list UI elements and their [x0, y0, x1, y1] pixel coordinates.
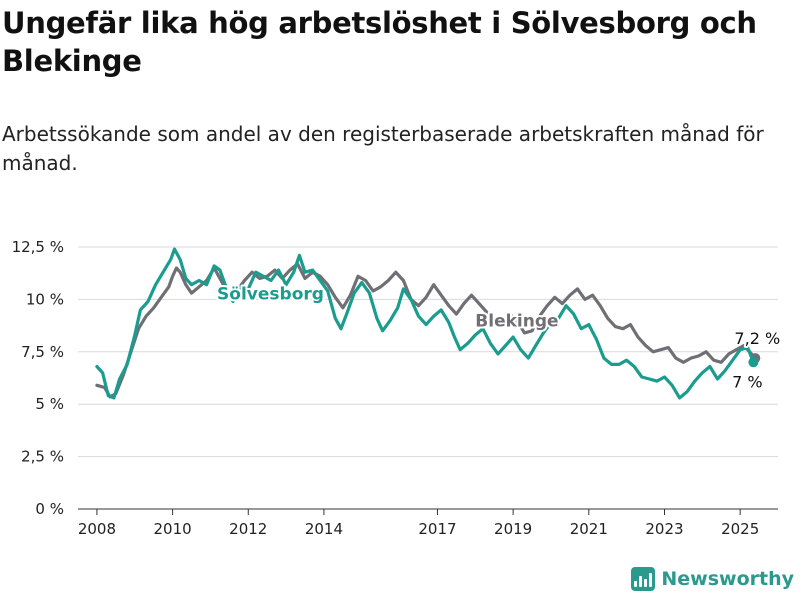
brand-name: Newsworthy	[661, 568, 794, 590]
y-tick-label: 0 %	[35, 500, 64, 518]
bar-chart-icon	[631, 567, 656, 591]
series-line-blekinge	[95, 262, 757, 399]
series-line-s-lvesborg	[95, 247, 755, 400]
x-tick-label: 2021	[570, 520, 608, 538]
y-tick-label: 12,5 %	[12, 238, 64, 256]
series-lines	[95, 247, 761, 400]
chart-title: Ungefär lika hög arbetslöshet i Sölvesbo…	[2, 6, 757, 78]
series-labels: 7,2 % 7 % Sölvesborg Blekinge	[215, 282, 782, 393]
x-tick-label: 2010	[154, 520, 192, 538]
y-tick-label: 10 %	[26, 290, 64, 308]
y-tick-label: 5 %	[35, 395, 64, 413]
brand-logo: Newsworthy	[631, 564, 794, 594]
x-tick-label: 2008	[78, 520, 116, 538]
series-end-value: 7 %	[732, 372, 762, 391]
x-tick-label: 2023	[645, 520, 683, 538]
x-tick-label: 2014	[305, 520, 343, 538]
series-name-label: Sölvesborg	[217, 284, 324, 304]
x-axis: 2008 2010 2012 2014 2017 2019 2021 2023 2025	[78, 509, 759, 538]
series-end-value: 7,2 %	[734, 329, 780, 348]
series-name-label: Blekinge	[475, 312, 558, 332]
y-tick-label: 7,5 %	[21, 343, 64, 361]
chart-subtitle: Arbetssökande som andel av den registerb…	[2, 122, 764, 175]
x-tick-label: 2019	[494, 520, 532, 538]
x-tick-label: 2025	[721, 520, 759, 538]
y-tick-label: 2,5 %	[21, 448, 64, 466]
series-end-point	[748, 357, 759, 368]
x-tick-label: 2017	[418, 520, 456, 538]
grid-lines	[78, 246, 778, 510]
x-tick-label: 2012	[229, 520, 267, 538]
y-axis: 0 % 2,5 % 5 % 7,5 % 10 % 12,5 %	[12, 238, 64, 518]
